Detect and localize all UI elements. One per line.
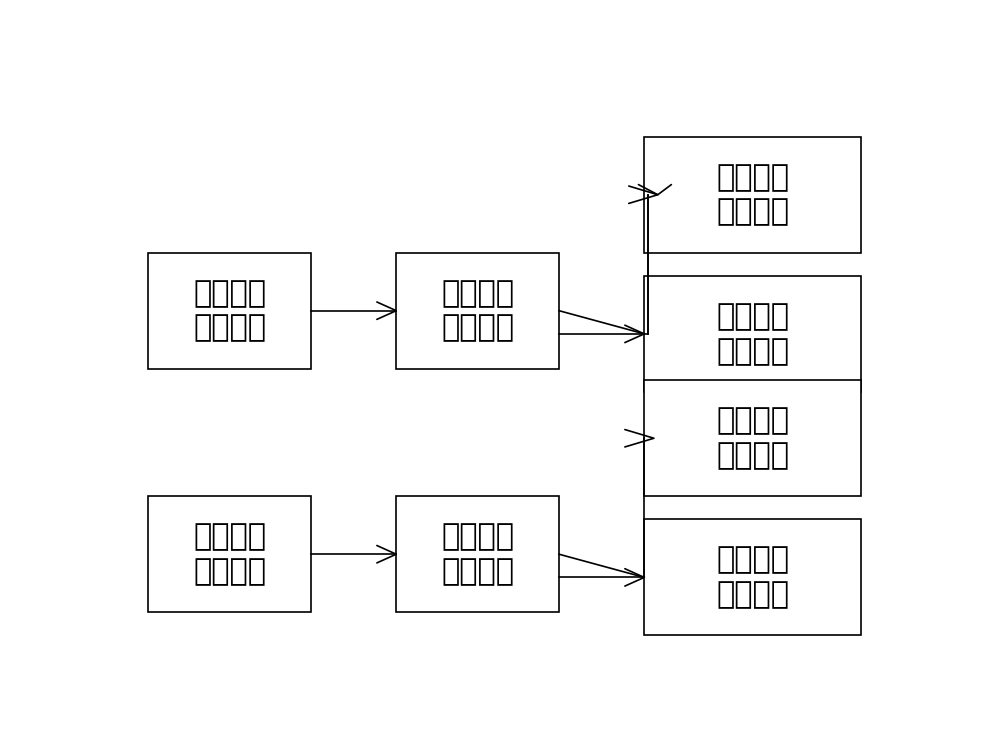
- Text: 电压信号: 电压信号: [716, 302, 789, 331]
- Text: 调理单元: 调理单元: [441, 313, 514, 343]
- Text: 调理单元: 调理单元: [441, 557, 514, 586]
- Bar: [396, 496, 559, 612]
- Bar: [644, 520, 861, 636]
- Text: 频率单元: 频率单元: [716, 337, 789, 366]
- Text: 频率单元: 频率单元: [716, 581, 789, 609]
- Text: 电流信号: 电流信号: [716, 545, 789, 575]
- Bar: [644, 276, 861, 392]
- Bar: [148, 253, 311, 369]
- Text: 采样单元: 采样单元: [716, 441, 789, 470]
- Bar: [644, 380, 861, 496]
- Text: 电流信号: 电流信号: [716, 407, 789, 435]
- Bar: [396, 253, 559, 369]
- Text: 输入单元: 输入单元: [193, 313, 266, 343]
- Bar: [148, 496, 311, 612]
- Text: 采样单元: 采样单元: [716, 197, 789, 227]
- Text: 输入单元: 输入单元: [193, 557, 266, 586]
- Text: 外接电流: 外接电流: [193, 523, 266, 551]
- Text: 电流信号: 电流信号: [441, 523, 514, 551]
- Text: 电压信号: 电压信号: [716, 163, 789, 192]
- Text: 电压信号: 电压信号: [441, 279, 514, 308]
- Bar: [644, 137, 861, 253]
- Text: 外接电压: 外接电压: [193, 279, 266, 308]
